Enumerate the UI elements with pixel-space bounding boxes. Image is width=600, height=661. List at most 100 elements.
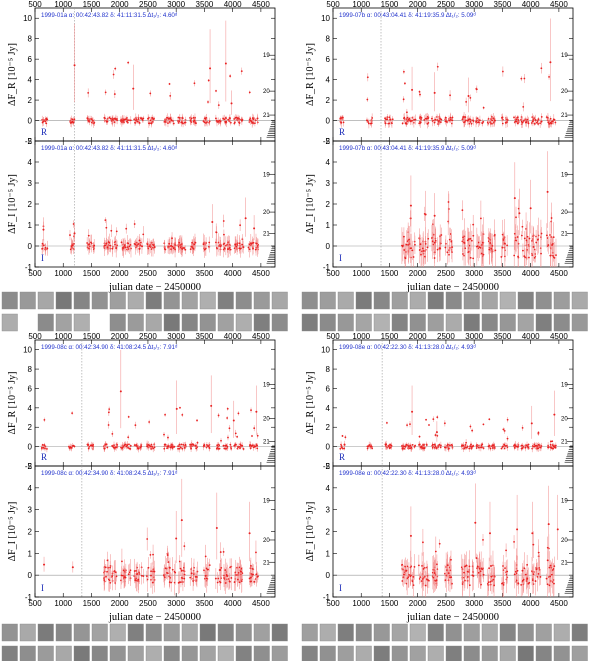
data-point (124, 576, 127, 579)
x-tick-label: 3500 (494, 269, 512, 278)
peak-point (553, 413, 556, 416)
postage-stamp (481, 645, 498, 661)
data-point (477, 121, 480, 124)
y-axis-label: ΔF_R [10⁻⁵ Jy] (305, 372, 316, 435)
data-point (92, 248, 95, 251)
data-point (112, 73, 115, 76)
data-point (103, 447, 106, 450)
data-point (537, 443, 540, 446)
postage-stamp (499, 623, 516, 642)
x-tick-label: 1500 (381, 269, 399, 278)
x-tick-label: 3500 (494, 599, 512, 608)
data-point (125, 118, 127, 121)
data-point (422, 444, 424, 446)
object-info: 1999-07b α: 00:43:04.41 δ: 41:19:35.9 Δt… (339, 12, 476, 19)
data-point (502, 239, 505, 241)
data-point (506, 418, 509, 421)
y-axis-label: ΔF_R [10⁻⁵ Jy] (7, 43, 18, 106)
band-label: R (339, 452, 345, 462)
postage-stamp (1, 645, 18, 661)
data-point (428, 424, 430, 426)
data-point (178, 447, 181, 450)
postage-stamp (463, 645, 480, 661)
data-point (242, 448, 245, 450)
data-point (434, 239, 437, 242)
data-point (463, 571, 465, 574)
data-point (537, 118, 540, 121)
peak-point (248, 532, 251, 535)
y-tick-label: 0 (326, 117, 331, 126)
data-point (177, 447, 179, 450)
data-point (420, 446, 422, 449)
magnitude-label: 20 (263, 417, 270, 423)
data-point (178, 241, 181, 244)
data-point (401, 445, 403, 447)
data-point (450, 558, 452, 561)
data-point (90, 118, 93, 121)
data-point (539, 122, 542, 125)
postage-stamp (571, 313, 588, 332)
data-point (524, 121, 527, 124)
x-tick-label: 1000 (352, 599, 370, 608)
postage-stamp (109, 313, 126, 332)
data-point (472, 257, 475, 260)
data-point (548, 76, 550, 78)
data-point (207, 568, 210, 571)
data-point (487, 581, 490, 584)
data-point (107, 411, 110, 414)
data-point (138, 571, 140, 574)
data-point (551, 569, 554, 571)
data-point (44, 120, 47, 123)
data-point (69, 248, 72, 251)
data-point (385, 443, 388, 446)
data-point (215, 241, 217, 244)
peak-point (71, 566, 74, 569)
data-point (403, 249, 406, 251)
x-tick-label: 1500 (83, 269, 101, 278)
x-tick-label: 2000 (409, 0, 427, 9)
x-tick-label: 4000 (522, 332, 540, 341)
data-point (420, 253, 422, 256)
data-point (219, 569, 222, 571)
data-point (492, 444, 495, 447)
data-point (234, 432, 237, 435)
y-tick-label: 3 (28, 506, 33, 515)
data-point (433, 257, 436, 259)
peak-point (253, 227, 256, 230)
y-tick-label: 4 (326, 404, 331, 413)
data-point (489, 122, 492, 125)
postage-stamp (409, 645, 426, 661)
data-point (487, 584, 490, 586)
data-point (114, 571, 117, 574)
postage-stamp (235, 313, 252, 332)
data-point (466, 119, 469, 122)
data-point (208, 120, 211, 123)
y-tick-label: -1 (323, 593, 331, 602)
data-point (166, 554, 169, 557)
y-tick-label: 0 (326, 242, 331, 251)
data-point (404, 565, 406, 568)
data-point (537, 572, 540, 575)
data-point (470, 443, 472, 446)
data-point (229, 75, 232, 77)
peak-point (175, 407, 178, 410)
data-point (388, 116, 391, 119)
postage-stamp (391, 623, 408, 642)
data-point (469, 445, 472, 448)
x-tick-label: 1000 (352, 269, 370, 278)
postage-stamp-strip (1, 291, 288, 332)
x-tick-label: 4500 (252, 269, 270, 278)
x-axis-label: julian date − 2450000 (406, 282, 499, 293)
data-point (506, 437, 509, 440)
data-point (528, 237, 531, 240)
x-tick-label: 4000 (522, 599, 540, 608)
data-point (490, 118, 492, 120)
data-point (42, 120, 45, 123)
postage-stamp (109, 291, 126, 310)
data-point (252, 247, 254, 250)
data-point (462, 116, 465, 118)
x-tick-label: 500 (326, 599, 340, 608)
data-point (404, 82, 406, 85)
data-point (169, 117, 172, 120)
data-point (367, 122, 370, 125)
